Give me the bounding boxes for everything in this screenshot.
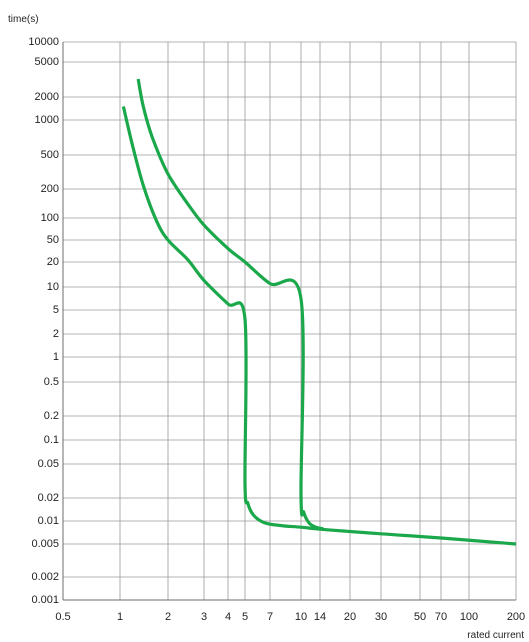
x-tick-label: 5	[242, 611, 248, 623]
y-tick-label: 0.005	[31, 538, 59, 550]
y-tick-label: 0.5	[44, 376, 59, 388]
x-tick-label: 70	[435, 611, 447, 623]
trip-curve-1	[121, 106, 517, 546]
x-tick-label: 30	[375, 611, 387, 623]
x-tick-labels: 0.5 1 2 3 4 5 7 10 14 20 30 50 70 100 200	[55, 611, 525, 623]
x-tick-label: 3	[201, 611, 207, 623]
y-tick-label: 100	[41, 212, 59, 224]
y-tick-label: 0.2	[44, 410, 59, 422]
x-axis-title: rated current	[467, 630, 524, 641]
y-tick-label: 1000	[35, 114, 59, 126]
x-tick-label: 50	[414, 611, 426, 623]
y-tick-label: 50	[47, 234, 59, 246]
y-tick-label: 10000	[28, 36, 59, 48]
y-tick-label: 200	[41, 183, 59, 195]
y-tick-label: 0.01	[38, 515, 59, 527]
trip-curve-2	[136, 78, 324, 531]
x-tick-label: 10	[295, 611, 307, 623]
y-tick-label: 2	[53, 328, 59, 340]
y-tick-label: 1	[53, 351, 59, 363]
y-tick-label: 500	[41, 149, 59, 161]
y-tick-label: 0.001	[31, 594, 59, 606]
y-tick-label: 10	[47, 281, 59, 293]
curves	[121, 78, 517, 546]
y-tick-label: 5	[53, 304, 59, 316]
x-tick-label: 14	[314, 611, 326, 623]
x-tick-label: 100	[460, 611, 478, 623]
x-tick-label: 7	[267, 611, 273, 623]
y-tick-label: 20	[47, 256, 59, 268]
x-tick-label: 20	[344, 611, 356, 623]
y-tick-label: 0.05	[38, 458, 59, 470]
x-tick-label: 2	[165, 611, 171, 623]
y-tick-labels: 10000 5000 2000 1000 500 200 100 50 20 10 5 2 1 0.5 0.…	[28, 36, 59, 606]
y-tick-label: 0.002	[31, 571, 59, 583]
y-tick-label: 5000	[35, 56, 59, 68]
y-axis-title: time(s)	[8, 14, 39, 25]
y-tick-label: 0.02	[38, 492, 59, 504]
grid	[62, 41, 517, 601]
x-tick-label: 0.5	[55, 611, 70, 623]
x-tick-label: 1	[117, 611, 123, 623]
y-tick-label: 0.1	[44, 434, 59, 446]
y-tick-label: 2000	[35, 91, 59, 103]
x-tick-label: 200	[507, 611, 525, 623]
x-tick-label: 4	[225, 611, 231, 623]
